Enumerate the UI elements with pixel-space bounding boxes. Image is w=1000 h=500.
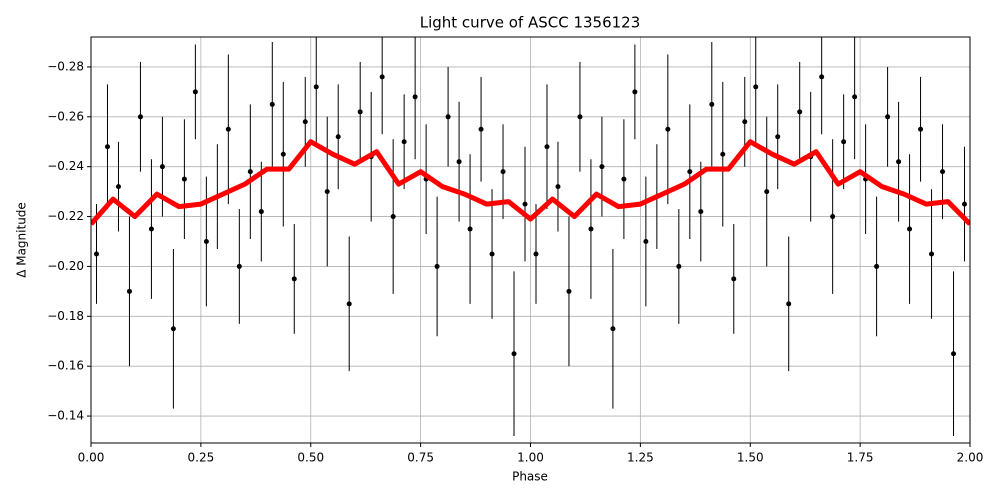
x-tick-label: 1.75: [847, 451, 874, 465]
data-point: [940, 169, 946, 175]
data-point: [489, 251, 495, 257]
data-point: [500, 169, 506, 175]
smoothed-line: [91, 139, 970, 226]
data-point: [709, 101, 715, 107]
data-point: [665, 126, 671, 132]
data-point: [379, 74, 385, 80]
data-point: [148, 226, 154, 232]
data-point: [786, 301, 792, 307]
y-tick-label: −0.26: [47, 109, 84, 123]
chart-title: Light curve of ASCC 1356123: [420, 14, 641, 32]
data-point: [698, 209, 704, 215]
x-tick-label: 2.00: [957, 451, 984, 465]
data-point: [445, 114, 451, 120]
data-point: [181, 176, 187, 182]
x-tick-label: 0.00: [78, 451, 105, 465]
data-point: [610, 326, 616, 332]
data-point: [291, 276, 297, 282]
data-point: [742, 119, 748, 125]
data-point: [720, 151, 726, 157]
data-point: [676, 263, 682, 269]
data-point: [753, 84, 759, 90]
y-tick-label: −0.24: [47, 159, 84, 173]
y-tick-label: −0.20: [47, 259, 84, 273]
data-point: [412, 94, 418, 100]
data-point: [511, 351, 517, 357]
data-point: [324, 189, 330, 195]
data-point: [236, 263, 242, 269]
plot-area: [91, 37, 970, 437]
data-point: [874, 263, 880, 269]
data-point: [951, 351, 957, 357]
data-point: [577, 114, 583, 120]
data-point: [93, 251, 99, 257]
data-point: [907, 226, 913, 232]
data-point: [346, 301, 352, 307]
data-point: [170, 326, 176, 332]
data-point: [687, 169, 693, 175]
data-point: [302, 119, 308, 125]
data-point: [192, 89, 198, 95]
data-point: [159, 164, 165, 170]
data-point: [522, 201, 528, 207]
y-tick-label: −0.18: [47, 309, 84, 323]
data-point: [819, 74, 825, 80]
data-point: [258, 209, 264, 215]
data-point: [335, 134, 341, 140]
data-point: [115, 184, 121, 190]
y-tick-label: −0.22: [47, 209, 84, 223]
data-point: [962, 201, 968, 207]
data-point: [775, 134, 781, 140]
x-axis-label: Phase: [512, 470, 548, 484]
data-point: [764, 189, 770, 195]
data-point: [841, 139, 847, 145]
data-point: [731, 276, 737, 282]
x-tick-label: 1.00: [517, 451, 544, 465]
data-point: [280, 151, 286, 157]
data-point: [643, 238, 649, 244]
data-point: [929, 251, 935, 257]
data-point: [203, 238, 209, 244]
data-point: [269, 101, 275, 107]
y-axis-label: Δ Magnitude: [15, 202, 29, 278]
data-point: [533, 251, 539, 257]
data-point: [632, 89, 638, 95]
data-point: [555, 184, 561, 190]
data-point: [544, 144, 550, 150]
data-point: [588, 226, 594, 232]
x-tick-label: 1.25: [627, 451, 654, 465]
x-tick-label: 1.50: [737, 451, 764, 465]
data-point: [401, 139, 407, 145]
y-tick-label: −0.16: [47, 359, 84, 373]
data-point: [137, 114, 143, 120]
data-point: [126, 288, 132, 294]
data-point: [313, 84, 319, 90]
data-point: [852, 94, 858, 100]
data-point: [357, 109, 363, 115]
data-point: [885, 114, 891, 120]
x-tick-label: 0.50: [297, 451, 324, 465]
data-point: [478, 126, 484, 132]
data-point: [566, 288, 572, 294]
data-point: [918, 126, 924, 132]
x-tick-label: 0.25: [188, 451, 215, 465]
data-point: [621, 176, 627, 182]
data-point: [104, 144, 110, 150]
y-tick-label: −0.28: [47, 59, 84, 73]
y-tick-label: −0.14: [47, 409, 84, 423]
data-point: [599, 164, 605, 170]
x-tick-label: 0.75: [407, 451, 434, 465]
data-point: [896, 159, 902, 165]
data-point: [225, 126, 231, 132]
data-point: [830, 214, 836, 220]
data-point: [247, 169, 253, 175]
data-point: [467, 226, 473, 232]
data-point: [456, 159, 462, 165]
data-point: [434, 263, 440, 269]
plot-frame: [90, 36, 971, 444]
data-point: [797, 109, 803, 115]
data-point: [390, 214, 396, 220]
